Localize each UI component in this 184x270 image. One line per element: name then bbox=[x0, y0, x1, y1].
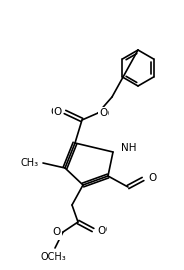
Text: O: O bbox=[53, 227, 61, 237]
Text: O: O bbox=[52, 229, 60, 239]
Text: O: O bbox=[97, 226, 105, 236]
Text: NH: NH bbox=[121, 143, 137, 153]
Text: O: O bbox=[100, 109, 108, 119]
Text: O: O bbox=[98, 225, 106, 235]
Text: O: O bbox=[54, 107, 62, 117]
Text: O: O bbox=[51, 107, 59, 117]
Text: O: O bbox=[99, 108, 107, 118]
Text: OCH₃: OCH₃ bbox=[40, 252, 66, 262]
Text: CH₃: CH₃ bbox=[21, 158, 39, 168]
Text: O: O bbox=[148, 173, 156, 183]
